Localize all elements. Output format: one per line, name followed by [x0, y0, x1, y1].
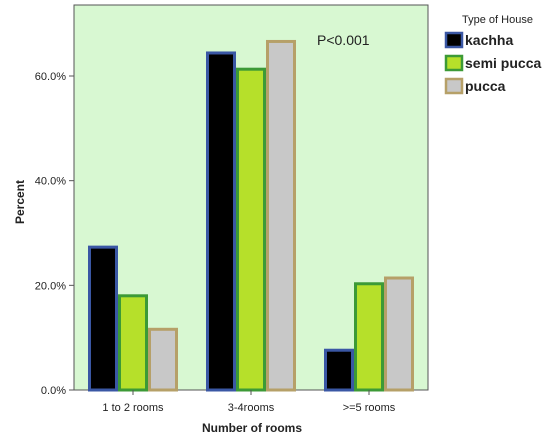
- y-tick-label: 20.0%: [35, 280, 66, 292]
- bar-pucca-1: [148, 327, 178, 392]
- y-axis: 0.0% 20.0% 40.0% 60.0%: [35, 71, 74, 397]
- x-tick-label: >=5 rooms: [343, 402, 396, 414]
- x-axis: 1 to 2 rooms 3-4rooms >=5 rooms: [102, 390, 396, 414]
- y-tick-label: 60.0%: [35, 71, 66, 83]
- y-tick-label: 0.0%: [41, 385, 66, 397]
- x-tick-label: 3-4rooms: [228, 402, 275, 414]
- legend-label-pucca: pucca: [465, 78, 506, 94]
- x-axis-title: Number of rooms: [202, 421, 302, 435]
- legend: Type of House kachha semi pucca pucca: [444, 14, 541, 95]
- legend-label-kachha: kachha: [465, 32, 513, 48]
- bars-group: [88, 39, 414, 392]
- bar-semi-pucca-2: [236, 67, 266, 392]
- bar-kachha-1: [88, 245, 118, 392]
- x-tick-label: 1 to 2 rooms: [102, 402, 164, 414]
- legend-title: Type of House: [462, 14, 533, 26]
- bar-pucca-3: [384, 276, 414, 392]
- bar-semi-pucca-3: [354, 282, 384, 392]
- bar-semi-pucca-1: [118, 294, 148, 392]
- legend-swatch-kachha: [444, 31, 464, 49]
- y-tick-label: 40.0%: [35, 176, 66, 188]
- bar-kachha-3: [324, 348, 354, 392]
- legend-swatch-semi-pucca: [444, 54, 464, 72]
- legend-label-semi-pucca: semi pucca: [465, 55, 541, 71]
- p-value-annotation: P<0.001: [317, 32, 370, 48]
- y-axis-title: Percent: [13, 180, 27, 224]
- bar-kachha-2: [206, 51, 236, 392]
- bar-pucca-2: [266, 39, 296, 392]
- legend-swatch-pucca: [444, 77, 464, 95]
